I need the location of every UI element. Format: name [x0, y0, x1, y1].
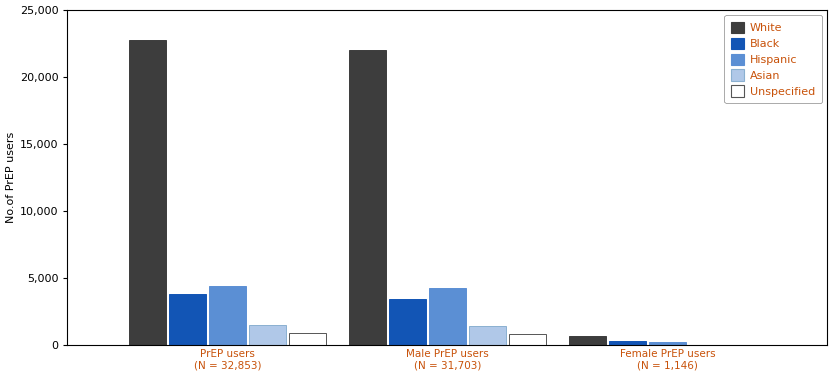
Bar: [609, 341, 646, 345]
Bar: [649, 342, 686, 345]
Bar: [569, 337, 606, 345]
Legend: White, Black, Hispanic, Asian, Unspecified: White, Black, Hispanic, Asian, Unspecifi…: [725, 15, 822, 103]
Y-axis label: No.of PrEP users: No.of PrEP users: [6, 132, 16, 223]
Bar: [169, 294, 206, 345]
Bar: [509, 334, 546, 345]
Bar: [429, 288, 466, 345]
Bar: [129, 40, 166, 345]
Bar: [289, 333, 326, 345]
Bar: [249, 324, 286, 345]
Bar: [349, 50, 386, 345]
Bar: [389, 299, 426, 345]
Bar: [209, 286, 246, 345]
Bar: [469, 326, 506, 345]
